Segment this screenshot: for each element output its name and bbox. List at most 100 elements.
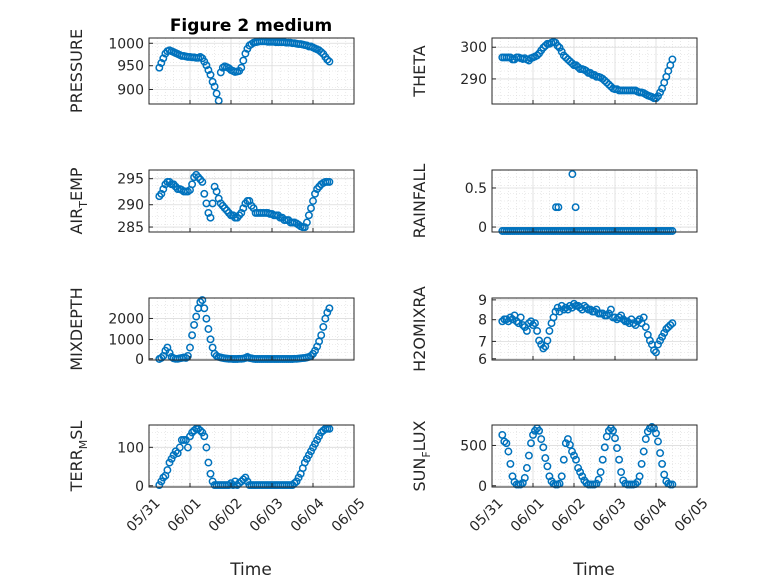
data-point xyxy=(576,468,585,477)
y-tick-label: 2000 xyxy=(108,311,144,327)
data-point xyxy=(239,56,248,65)
data-point xyxy=(155,63,164,72)
data-point xyxy=(617,468,626,477)
data-point xyxy=(175,443,184,452)
data-point xyxy=(582,67,591,75)
data-point xyxy=(157,353,166,362)
subplot-terr-msl: 0 100 TERRMSL 05/31 06/01 06/02 06/03 06/04 06/0… xyxy=(67,421,369,536)
data-point xyxy=(200,189,209,198)
data-point xyxy=(204,325,213,333)
data-point xyxy=(315,432,324,441)
data-point xyxy=(210,182,219,191)
data-point xyxy=(658,332,667,341)
data-point xyxy=(504,447,513,456)
y-tick-label: 285 xyxy=(117,220,144,236)
data-point xyxy=(654,437,662,446)
x-axis-label-left: Time xyxy=(229,560,272,580)
data-point xyxy=(325,177,334,186)
subplot-sun-flux: 0 500 SUNFLUX 05/31 06/01 06/02 06/03 06/04 06/0… xyxy=(410,420,712,535)
data-point xyxy=(504,317,513,326)
data-point xyxy=(662,325,671,333)
data-point xyxy=(202,61,211,70)
data-point xyxy=(559,455,568,464)
data-point xyxy=(570,299,578,308)
data-point xyxy=(206,469,215,478)
x-tick-label: 05/31 xyxy=(124,495,164,535)
axes-box xyxy=(148,297,355,361)
data-point xyxy=(568,447,576,456)
y-tick-label: 1000 xyxy=(108,36,144,52)
x-tick-label: 06/05 xyxy=(329,495,369,535)
data-point xyxy=(654,340,662,349)
data-point xyxy=(543,336,552,345)
data-point xyxy=(159,473,168,482)
y-axis-label: MIXDEPTH xyxy=(67,287,86,370)
data-point xyxy=(157,477,166,486)
data-point xyxy=(652,348,660,357)
x-tick-label: 06/03 xyxy=(590,495,630,535)
data-point xyxy=(192,312,201,321)
data-point xyxy=(606,305,615,314)
data-point xyxy=(565,440,574,449)
data-point xyxy=(208,77,217,86)
data-point xyxy=(300,223,309,232)
data-point xyxy=(249,204,258,213)
data-point xyxy=(537,435,546,444)
data-point xyxy=(198,177,207,186)
data-point xyxy=(294,473,303,482)
data-point xyxy=(613,444,621,453)
data-point xyxy=(565,57,574,66)
data-point xyxy=(237,208,246,217)
data-point xyxy=(552,203,560,212)
data-point xyxy=(212,89,221,98)
data-point xyxy=(317,331,326,340)
y-tick-label: 290 xyxy=(460,72,487,88)
data-point xyxy=(596,468,605,477)
data-point xyxy=(304,211,313,220)
data-point xyxy=(609,426,617,435)
axes-box xyxy=(148,424,355,488)
data-point xyxy=(196,298,205,307)
y-tick-label: 295 xyxy=(117,172,144,188)
data-point xyxy=(551,307,560,316)
data-point xyxy=(524,451,533,460)
subplot-rainfall: 0 0.5 RAINFALL xyxy=(410,164,698,238)
data-point xyxy=(210,82,219,91)
x-tick-label: 05/31 xyxy=(467,495,507,535)
data-point xyxy=(224,481,233,490)
y-tick-label: 6 xyxy=(478,352,487,368)
data-point xyxy=(204,66,213,75)
data-point xyxy=(563,305,572,314)
y-tick-label: 0 xyxy=(478,479,487,495)
data-point xyxy=(582,303,591,312)
data-point xyxy=(561,439,570,448)
data-point xyxy=(311,439,319,448)
data-point xyxy=(572,455,580,464)
data-point xyxy=(188,331,197,340)
y-tick-label: 300 xyxy=(460,40,487,56)
data-point xyxy=(190,320,199,329)
data-point xyxy=(309,197,317,205)
data-point xyxy=(535,426,544,435)
data-point xyxy=(241,49,250,58)
data-point xyxy=(506,459,515,468)
data-point xyxy=(531,319,539,328)
data-point xyxy=(660,328,669,337)
subplot-theta: 290 300 THETA xyxy=(410,37,698,105)
y-tick-label: 8 xyxy=(478,313,487,329)
data-point xyxy=(325,424,334,433)
x-tick-label: 06/02 xyxy=(549,495,589,535)
data-point xyxy=(568,170,577,179)
data-point xyxy=(578,472,587,481)
data-point xyxy=(570,451,578,460)
data-point xyxy=(290,479,299,488)
data-point xyxy=(553,41,562,50)
y-axis-label: PRESSURE xyxy=(67,29,86,113)
data-point xyxy=(604,309,613,318)
x-tick-label: 06/01 xyxy=(165,495,205,535)
data-point xyxy=(208,199,217,208)
axes-box xyxy=(148,37,355,105)
data-point xyxy=(557,47,566,56)
